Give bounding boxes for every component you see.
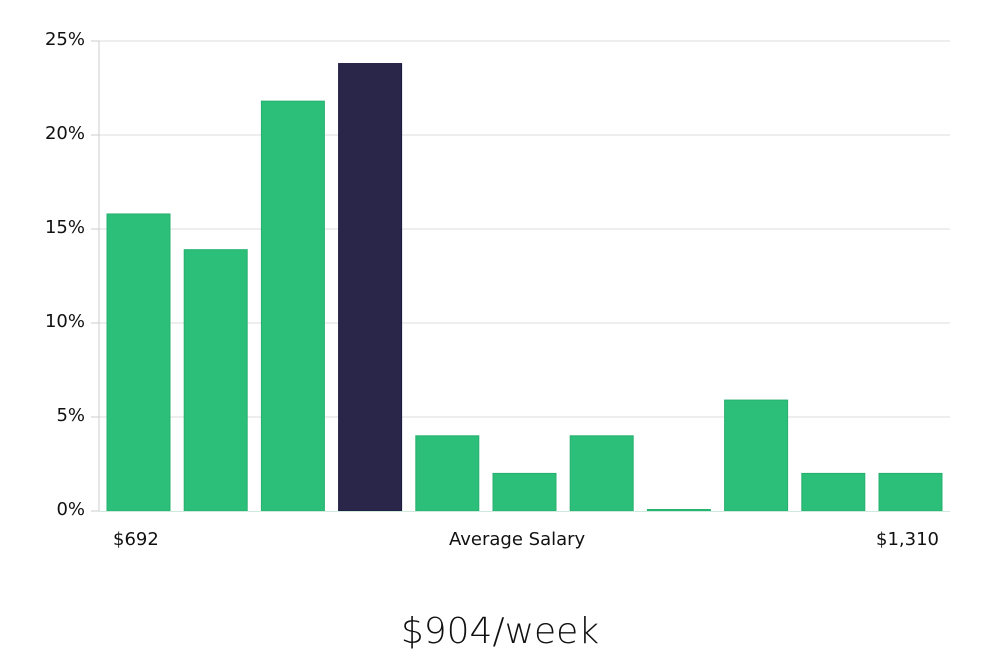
bar — [106, 213, 171, 512]
bar — [415, 435, 480, 512]
average-salary-headline: $904/week — [400, 611, 600, 652]
y-tick-label: 5% — [56, 405, 85, 426]
x-max-label: $1,310 — [876, 529, 939, 550]
bar — [183, 249, 248, 512]
bar — [878, 472, 943, 512]
y-tick-label: 15% — [44, 217, 85, 238]
x-axis-label: Average Salary — [449, 529, 586, 550]
bar — [646, 509, 711, 512]
y-tick-label: 10% — [44, 311, 85, 332]
x-min-label: $692 — [113, 529, 159, 550]
bar-highlighted — [338, 63, 403, 512]
y-tick-label: 0% — [56, 499, 85, 520]
bar — [260, 100, 325, 512]
y-tick-label: 20% — [44, 123, 85, 144]
bar — [492, 472, 557, 512]
bar — [724, 399, 789, 512]
bar — [569, 435, 634, 512]
bar — [801, 472, 866, 512]
y-tick-label: 25% — [44, 29, 85, 50]
